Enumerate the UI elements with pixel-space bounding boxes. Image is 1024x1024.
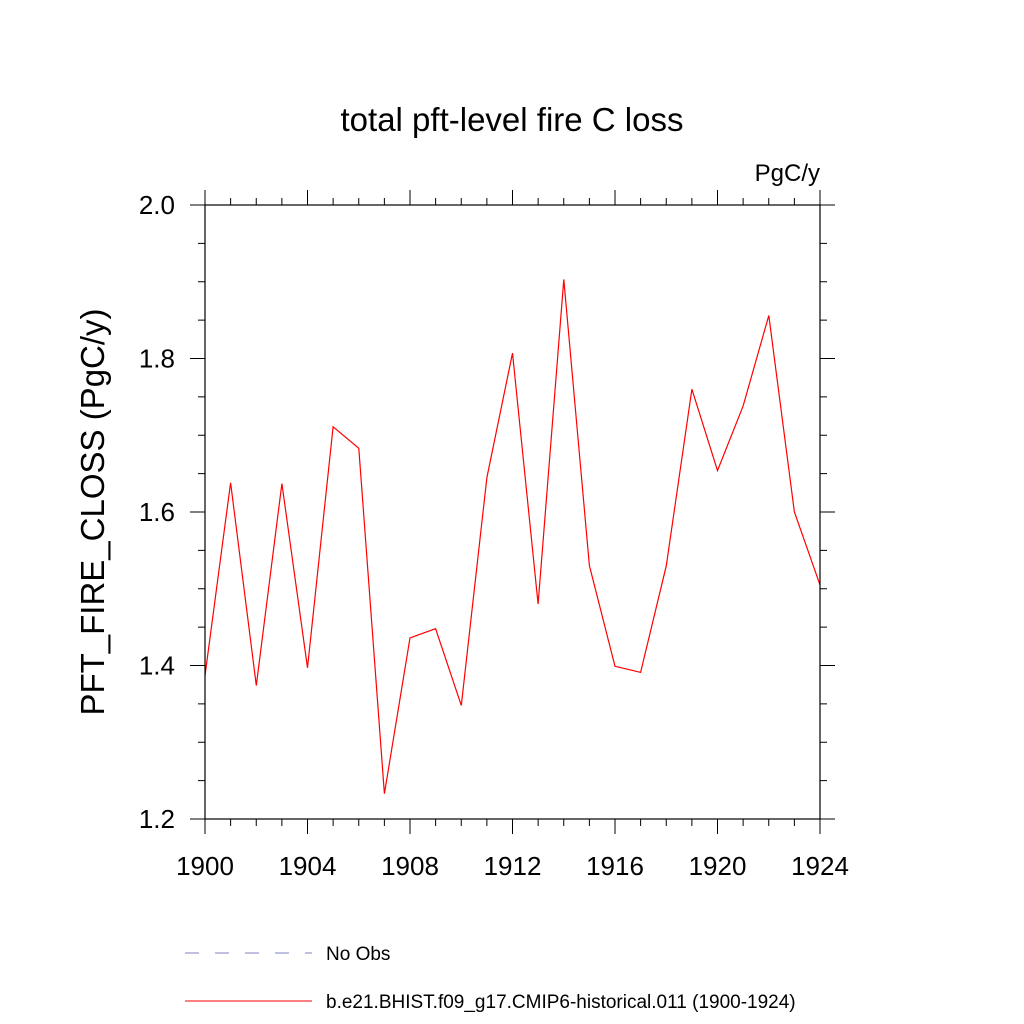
axis-tick-labels: 1900 1904 1908 1912 1916 1920 1924 1.2 1.4 1.6 1.8… bbox=[139, 190, 849, 881]
y-tick-label: 1.4 bbox=[139, 651, 175, 681]
x-tick-label: 1908 bbox=[381, 851, 439, 881]
chart-title: total pft-level fire C loss bbox=[341, 101, 684, 138]
x-tick-label: 1900 bbox=[176, 851, 234, 881]
x-tick-label: 1924 bbox=[791, 851, 849, 881]
plot-frame bbox=[204, 204, 821, 820]
axis-ticks bbox=[190, 190, 835, 834]
y-tick-label: 1.6 bbox=[139, 497, 175, 527]
legend-label-no-obs: No Obs bbox=[326, 944, 390, 965]
x-tick-label: 1920 bbox=[689, 851, 747, 881]
legend: No Obs b.e21.BHIST.f09_g17.CMIP6-histori… bbox=[185, 944, 796, 1013]
x-tick-label: 1912 bbox=[484, 851, 542, 881]
y-tick-label: 1.2 bbox=[139, 804, 175, 834]
x-tick-label: 1904 bbox=[279, 851, 337, 881]
series-line bbox=[204, 279, 821, 794]
y-tick-label: 1.8 bbox=[139, 344, 175, 374]
y-tick-label: 2.0 bbox=[139, 190, 175, 220]
x-tick-label: 1916 bbox=[586, 851, 644, 881]
legend-label-series: b.e21.BHIST.f09_g17.CMIP6-historical.011… bbox=[326, 992, 796, 1013]
units-label: PgC/y bbox=[755, 160, 820, 187]
series-layer bbox=[204, 279, 821, 794]
y-axis-label: PFT_FIRE_CLOSS (PgC/y) bbox=[74, 308, 111, 715]
